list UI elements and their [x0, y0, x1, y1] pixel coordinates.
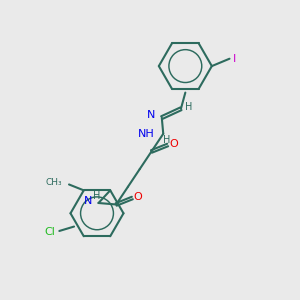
Text: N: N	[147, 110, 155, 120]
Text: H: H	[163, 135, 170, 145]
Text: O: O	[134, 191, 142, 202]
Text: Cl: Cl	[44, 227, 55, 237]
Text: I: I	[233, 54, 236, 64]
Text: NH: NH	[138, 129, 155, 139]
Text: O: O	[169, 139, 178, 148]
Text: CH₃: CH₃	[46, 178, 63, 187]
Text: H: H	[93, 190, 101, 201]
Text: N: N	[84, 196, 92, 206]
Text: H: H	[185, 102, 193, 112]
